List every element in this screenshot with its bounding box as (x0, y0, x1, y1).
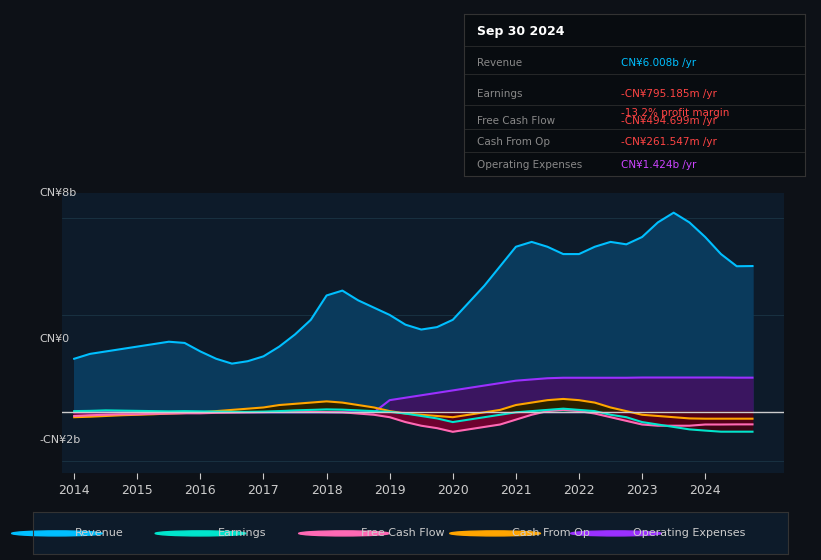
Text: Cash From Op: Cash From Op (512, 529, 590, 538)
Text: CN¥6.008b /yr: CN¥6.008b /yr (621, 58, 695, 68)
Text: CN¥1.424b /yr: CN¥1.424b /yr (621, 160, 696, 170)
Text: Sep 30 2024: Sep 30 2024 (478, 25, 565, 39)
Text: -CN¥2b: -CN¥2b (39, 435, 80, 445)
Text: Free Cash Flow: Free Cash Flow (478, 116, 556, 126)
Text: Revenue: Revenue (478, 58, 523, 68)
Text: CN¥8b: CN¥8b (39, 188, 76, 198)
Text: -13.2% profit margin: -13.2% profit margin (621, 108, 729, 118)
Text: CN¥0: CN¥0 (39, 334, 70, 344)
Text: Earnings: Earnings (218, 529, 266, 538)
Text: -CN¥494.699m /yr: -CN¥494.699m /yr (621, 116, 717, 126)
Text: Free Cash Flow: Free Cash Flow (361, 529, 445, 538)
Text: Operating Expenses: Operating Expenses (633, 529, 745, 538)
Text: Cash From Op: Cash From Op (478, 137, 551, 147)
Text: -CN¥261.547m /yr: -CN¥261.547m /yr (621, 137, 717, 147)
Circle shape (571, 531, 661, 536)
Circle shape (450, 531, 540, 536)
Circle shape (155, 531, 245, 536)
Text: Operating Expenses: Operating Expenses (478, 160, 583, 170)
Circle shape (11, 531, 103, 536)
Text: Revenue: Revenue (75, 529, 123, 538)
Circle shape (299, 531, 389, 536)
Text: -CN¥795.185m /yr: -CN¥795.185m /yr (621, 88, 717, 99)
Text: Earnings: Earnings (478, 88, 523, 99)
